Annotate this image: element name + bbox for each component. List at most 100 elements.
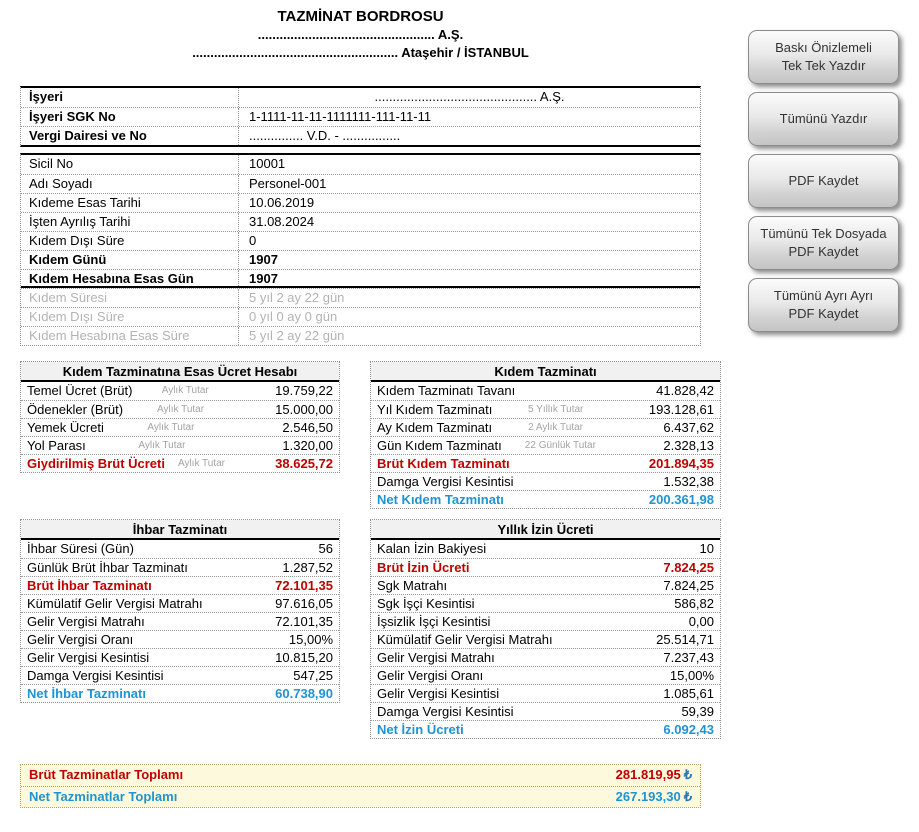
- row-value: 1.085,61: [663, 686, 714, 701]
- table-row: İşyeri .................................…: [21, 88, 700, 107]
- table-row: Günlük Brüt İhbar Tazminatı 1.287,52: [21, 558, 339, 576]
- lira-currency-symbol: ₺: [683, 789, 692, 804]
- table-row: Gelir Vergisi Oranı 15,00%: [371, 666, 720, 684]
- table-row: İşyeri SGK No 1-1111-11-11-1111111-111-1…: [21, 107, 700, 126]
- row-label: Gelir Vergisi Oranı: [27, 632, 134, 647]
- save-pdf-button[interactable]: PDF Kaydet: [748, 154, 899, 208]
- row-label: Yol Parası: [27, 438, 86, 453]
- row-value: 2.328,13: [663, 438, 714, 453]
- row-value: 0,00: [688, 614, 714, 629]
- save-all-separate-pdf-button[interactable]: Tümünü Ayrı Ayrı PDF Kaydet: [748, 278, 899, 332]
- row-value: 10001: [249, 156, 286, 171]
- row-value: 201.894,35: [648, 456, 714, 471]
- notice-pay-table: İhbar Tazminatı İhbar Süresi (Gün) 56 Gü…: [20, 519, 340, 703]
- row-label: Damga Vergisi Kesintisi: [27, 668, 164, 683]
- row-label: Gün Kıdem Tazminatı: [377, 438, 502, 453]
- row-value: 0: [249, 233, 257, 248]
- table-row: Kıdem Hesabına Esas Süre 5 yıl 2 ay 22 g…: [21, 326, 700, 345]
- row-value: 19.759,22: [275, 383, 333, 398]
- table-row: Brüt İzin Ücreti 7.824,25: [371, 558, 720, 576]
- table-row: Ay Kıdem Tazminatı 2 Aylık Tutar 6.437,6…: [371, 418, 720, 436]
- row-value: 97.616,05: [275, 596, 333, 611]
- middle-tables-row: Kıdem Tazminatına Esas Ücret Hesabı Teme…: [20, 361, 721, 509]
- row-value: 59,39: [681, 704, 714, 719]
- table-row: Yol Parası Aylık Tutar 1.320,00: [21, 436, 339, 454]
- row-value: 5 yıl 2 ay 22 gün: [249, 290, 345, 305]
- row-value: 200.361,98: [648, 492, 714, 507]
- print-preview-one-by-one-button[interactable]: Baskı Önizlemeli Tek Tek Yazdır: [748, 30, 899, 84]
- section-title: Kıdem Tazminatı: [371, 362, 720, 382]
- row-label: İşsizlik İşçi Kesintisi: [377, 614, 491, 629]
- row-value: 72.101,35: [275, 614, 333, 629]
- row-value: 586,82: [674, 596, 714, 611]
- row-label: Sgk Matrahı: [377, 578, 448, 593]
- row-sublabel: 5 Yıllık Tutar: [527, 404, 584, 415]
- table-row: Gelir Vergisi Matrahı 7.237,43: [371, 648, 720, 666]
- row-value: 6.437,62: [663, 420, 714, 435]
- table-row: Kümülatif Gelir Vergisi Matrahı 25.514,7…: [371, 630, 720, 648]
- row-value: 1.287,52: [282, 560, 333, 575]
- row-label: Yemek Ücreti: [27, 420, 104, 435]
- row-label: İşyeri SGK No: [21, 108, 239, 126]
- row-value: 193.128,61: [648, 402, 714, 417]
- row-value: 1907: [249, 252, 278, 267]
- row-label: Kümülatif Gelir Vergisi Matrahı: [377, 632, 553, 647]
- section-title: Kıdem Tazminatına Esas Ücret Hesabı: [21, 362, 339, 382]
- table-row: Net Kıdem Tazminatı 200.361,98: [371, 490, 720, 508]
- row-label: Brüt İzin Ücreti: [377, 560, 470, 575]
- row-label: Kıdem Hesabına Esas Gün: [21, 270, 239, 286]
- table-row: Gün Kıdem Tazminatı 22 Günlük Tutar 2.32…: [371, 436, 720, 454]
- page-title: TAZMİNAT BORDROSU: [277, 8, 444, 25]
- row-sublabel: [510, 455, 619, 472]
- row-sublabel: Aylık Tutar: [157, 404, 205, 415]
- row-label: Kalan İzin Bakiyesi: [377, 541, 487, 556]
- row-sublabel: 22 Günlük Tutar: [524, 440, 596, 451]
- row-value: ........................................…: [374, 89, 565, 104]
- row-label: Kıdem Süresi: [21, 289, 239, 307]
- table-row: Giydirilmiş Brüt Ücreti Aylık Tutar 38.6…: [21, 454, 339, 472]
- row-label: Vergi Dairesi ve No: [21, 127, 239, 145]
- row-value: 0 yıl 0 ay 0 gün: [249, 309, 338, 324]
- row-label: Brüt İhbar Tazminatı: [27, 578, 152, 593]
- table-row: Gelir Vergisi Kesintisi 10.815,20: [21, 648, 339, 666]
- row-value: 25.514,71: [656, 632, 714, 647]
- table-row: Brüt İhbar Tazminatı 72.101,35: [21, 576, 339, 594]
- row-label: Kıdeme Esas Tarihi: [21, 194, 239, 212]
- table-row: Kıdem Günü 1907: [21, 250, 700, 269]
- table-row: İşsizlik İşçi Kesintisi 0,00: [371, 612, 720, 630]
- company-address-line: ........................................…: [192, 45, 529, 60]
- row-label: Sgk İşçi Kesintisi: [377, 596, 475, 611]
- row-sublabel: [504, 491, 619, 508]
- row-sublabel: [514, 473, 619, 490]
- row-label: Net İhbar Tazminatı: [27, 686, 146, 701]
- row-value: 10.815,20: [275, 650, 333, 665]
- row-value: 267.193,30 ₺: [615, 789, 692, 804]
- row-value: 72.101,35: [275, 578, 333, 593]
- row-label: Gelir Vergisi Kesintisi: [27, 650, 150, 665]
- section-title: Yıllık İzin Ücreti: [371, 520, 720, 540]
- row-sublabel: Aylık Tutar: [138, 440, 186, 451]
- table-row: Damga Vergisi Kesintisi 1.532,38: [371, 472, 720, 490]
- save-all-single-pdf-button[interactable]: Tümünü Tek Dosyada PDF Kaydet: [748, 216, 899, 270]
- row-label: Damga Vergisi Kesintisi: [377, 474, 514, 489]
- table-row: Ödenekler (Brüt) Aylık Tutar 15.000,00: [21, 400, 339, 418]
- severance-pay-table: Kıdem Tazminatı Kıdem Tazminatı Tavanı 4…: [370, 361, 721, 509]
- row-value: Personel-001: [249, 176, 327, 191]
- row-value: 281.819,95 ₺: [615, 767, 692, 782]
- row-label: Brüt Tazminatlar Toplamı: [29, 767, 184, 782]
- row-value: 1.320,00: [282, 438, 333, 453]
- table-row: Vergi Dairesi ve No ............... V.D.…: [21, 126, 700, 145]
- row-label: Adı Soyadı: [21, 175, 239, 193]
- net-total-row: Net Tazminatlar Toplamı 267.193,30 ₺: [21, 786, 700, 807]
- table-row: Sgk Matrahı 7.824,25: [371, 576, 720, 594]
- print-all-button[interactable]: Tümünü Yazdır: [748, 92, 899, 146]
- row-sublabel: 2 Aylık Tutar: [528, 422, 583, 433]
- row-value: 15,00%: [288, 632, 333, 647]
- table-row: Kıdeme Esas Tarihi 10.06.2019: [21, 193, 700, 212]
- table-row: Kıdem Dışı Süre 0 yıl 0 ay 0 gün: [21, 307, 700, 326]
- row-label: Net İzin Ücreti: [377, 722, 464, 737]
- table-row: Gelir Vergisi Kesintisi 1.085,61: [371, 684, 720, 702]
- row-value: 15,00%: [669, 668, 714, 683]
- row-label: Kümülatif Gelir Vergisi Matrahı: [27, 596, 203, 611]
